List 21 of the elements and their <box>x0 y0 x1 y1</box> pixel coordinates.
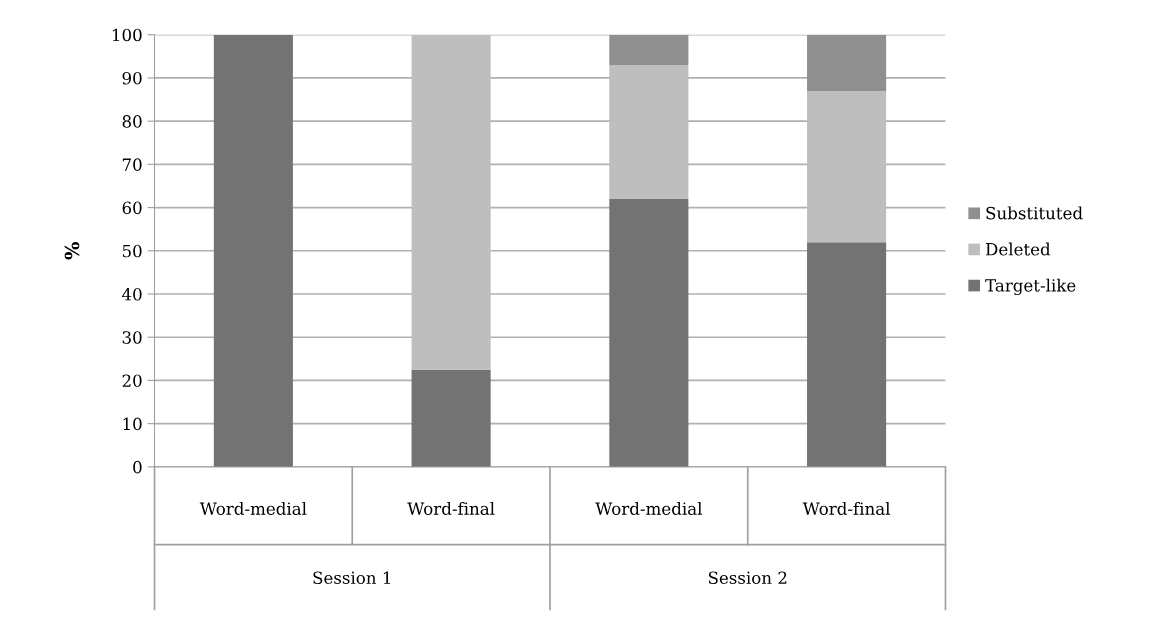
legend-label: Substituted <box>986 206 1083 220</box>
y-tick-label: 70 <box>122 158 142 171</box>
y-tick-label: 50 <box>122 244 142 258</box>
y-tick-label: 60 <box>122 201 142 215</box>
x-tick-label: Word-medial <box>595 502 702 515</box>
text: Session 1 <box>313 571 391 585</box>
text: Session 2 <box>708 571 787 585</box>
x-tick-label: Word-final <box>407 502 495 515</box>
y-axis-title: % <box>64 242 80 260</box>
x-tick-label: Word-medial <box>199 502 307 515</box>
y-tick-label: 90 <box>122 71 142 85</box>
y-tick-label: 10 <box>123 417 142 431</box>
y-tick-label: 40 <box>122 287 142 301</box>
x-tick-label: Word-final <box>802 502 890 515</box>
y-tick-label: 80 <box>122 115 142 128</box>
y-tick-label: 20 <box>122 374 142 387</box>
legend-label: Target-like <box>985 278 1076 296</box>
y-tick-label: 100 <box>112 28 142 42</box>
legend-label: Deleted <box>985 242 1051 256</box>
y-tick-label: 30 <box>122 331 142 344</box>
y-tick-label: 0 <box>133 460 142 474</box>
